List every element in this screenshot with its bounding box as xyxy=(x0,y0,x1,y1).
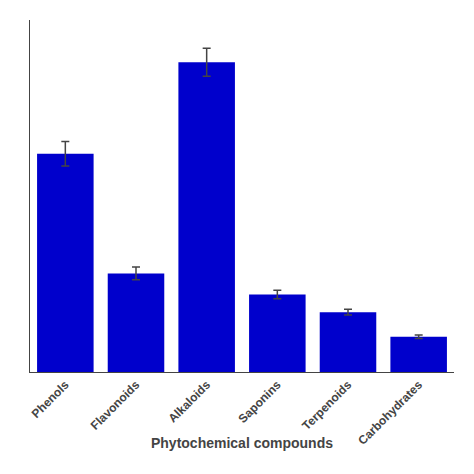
svg-text:Saponins: Saponins xyxy=(236,378,284,426)
svg-text:Carbohydrates: Carbohydrates xyxy=(355,378,425,448)
svg-text:Phenols: Phenols xyxy=(29,378,72,421)
svg-text:Alkaloids: Alkaloids xyxy=(165,378,213,426)
svg-text:Terpenoids: Terpenoids xyxy=(299,378,354,433)
svg-text:Phytochemical compounds: Phytochemical compounds xyxy=(151,435,333,451)
svg-text:Flavonoids: Flavonoids xyxy=(88,378,143,433)
